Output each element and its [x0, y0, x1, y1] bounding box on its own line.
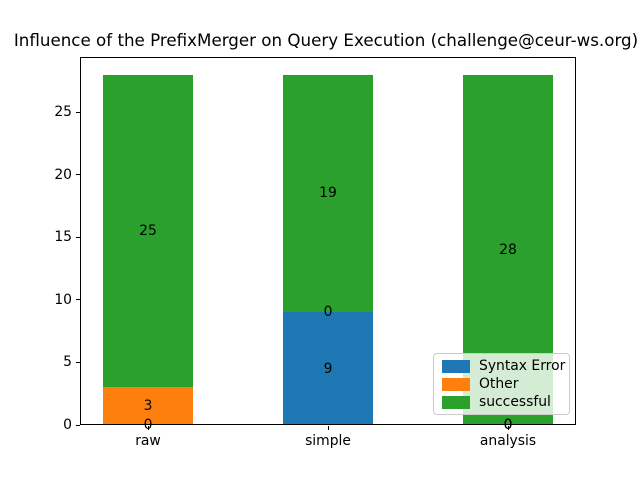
legend: Syntax Error Other successful	[433, 353, 570, 415]
y-tick-label: 5	[63, 354, 72, 371]
legend-swatch-icon	[442, 395, 470, 409]
y-tick-label: 25	[54, 104, 72, 121]
y-tick-mark	[76, 111, 80, 113]
y-tick-mark	[76, 424, 80, 426]
bar-segment	[103, 387, 193, 425]
legend-entry: Other	[442, 375, 561, 393]
y-tick-mark	[76, 174, 80, 176]
bar-value-label: 25	[139, 222, 157, 239]
y-tick-label: 15	[54, 229, 72, 246]
bar-value-label: 28	[499, 241, 517, 258]
x-tick-mark	[328, 426, 329, 430]
y-tick-label: 0	[63, 417, 72, 433]
x-tick-label: raw	[135, 433, 161, 449]
bar-segment	[103, 74, 193, 388]
legend-entry: Syntax Error	[442, 357, 565, 375]
bar-value-label: 0	[143, 417, 153, 433]
bar-segment	[283, 74, 373, 313]
legend-label: Other	[479, 376, 519, 392]
bar-value-label: 3	[143, 398, 153, 415]
x-tick-label: analysis	[479, 433, 537, 449]
bar-value-label: 9	[323, 360, 333, 377]
y-tick-mark	[76, 299, 80, 301]
x-tick-label: simple	[305, 433, 351, 449]
legend-entry: successful	[442, 393, 561, 411]
y-tick-label: 10	[54, 291, 72, 308]
y-tick-mark	[76, 236, 80, 238]
x-tick-mark	[508, 426, 509, 430]
bar-value-label: 0	[323, 304, 333, 321]
bar-value-label: 0	[503, 417, 513, 433]
bar-value-label: 0	[503, 417, 513, 433]
legend-swatch-icon	[442, 377, 470, 391]
bar-value-label: 19	[319, 185, 337, 202]
legend-label: successful	[479, 394, 551, 410]
y-tick-mark	[76, 361, 80, 363]
chart-title: Influence of the PrefixMerger on Query E…	[13, 30, 639, 50]
y-tick-label: 20	[54, 166, 72, 183]
x-tick-mark	[148, 426, 149, 430]
legend-label: Syntax Error	[479, 358, 566, 374]
bar-segment	[283, 312, 373, 425]
legend-swatch-icon	[442, 359, 470, 373]
